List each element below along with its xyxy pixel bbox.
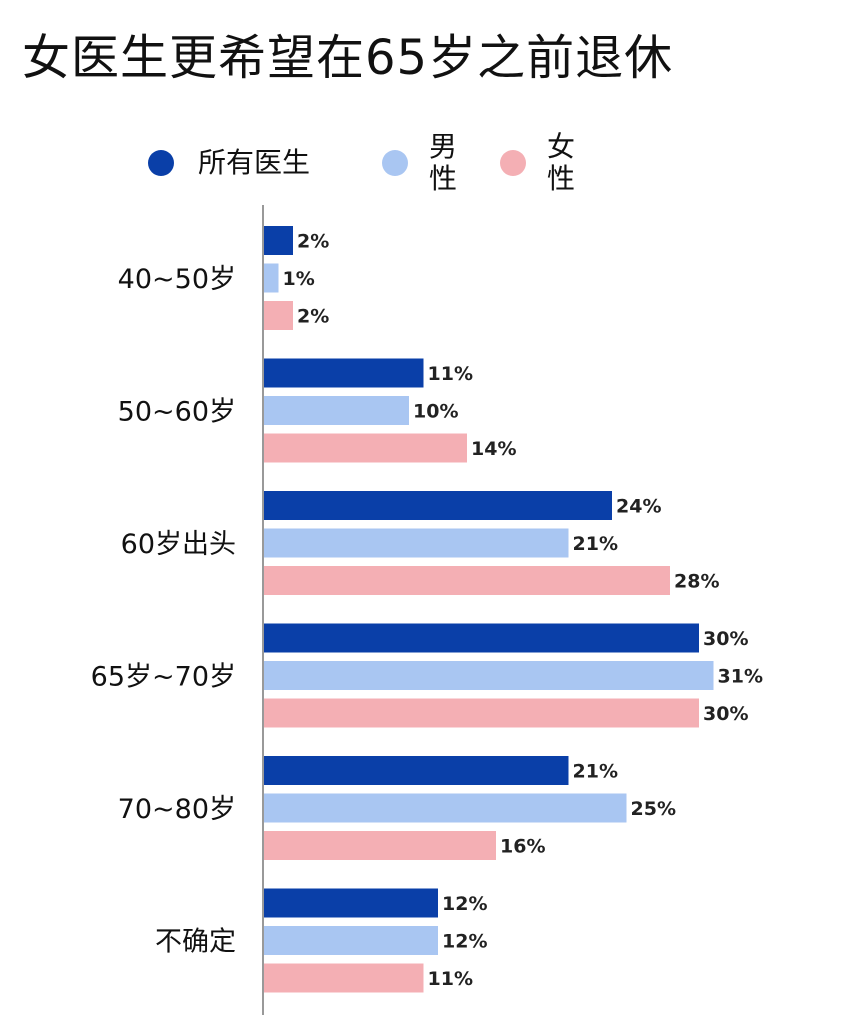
legend-item-male: 男性	[382, 128, 460, 198]
bar-female	[264, 301, 293, 330]
bar-female	[264, 831, 496, 860]
bar-male	[264, 528, 569, 558]
bar-male	[264, 793, 627, 823]
data-label-female: 28%	[674, 571, 719, 593]
data-label-female: 14%	[471, 438, 516, 460]
data-label-male: 25%	[631, 798, 676, 820]
data-label-all-doctors: 11%	[428, 363, 473, 385]
legend-item-all-doctors: 所有医生	[148, 128, 310, 198]
data-label-all-doctors: 24%	[616, 496, 661, 518]
data-label-female: 30%	[703, 703, 748, 725]
bar-all-doctors	[264, 226, 293, 255]
bar-all-doctors	[264, 756, 569, 785]
legend-label-male: 男性	[428, 130, 457, 195]
bar-all-doctors	[264, 623, 699, 653]
data-label-male: 12%	[442, 931, 487, 953]
bar-female	[264, 566, 670, 595]
category-label: 40~50岁	[118, 264, 236, 295]
category-label: 不确定	[155, 927, 236, 958]
legend-swatch-male	[382, 150, 408, 176]
data-label-female: 11%	[428, 968, 473, 990]
data-label-male: 10%	[413, 401, 458, 423]
legend-item-female: 女性	[500, 128, 578, 198]
legend-swatch-female	[500, 150, 526, 176]
bar-female	[264, 698, 699, 728]
data-label-all-doctors: 2%	[297, 231, 329, 253]
bar-all-doctors	[264, 888, 438, 918]
category-label: 70~80岁	[118, 794, 236, 825]
category-label: 65岁~70岁	[91, 662, 236, 693]
legend: 所有医生 男性 女性	[0, 128, 859, 198]
bar-male	[264, 926, 438, 955]
data-label-female: 2%	[297, 306, 329, 328]
bar-male	[264, 661, 714, 690]
data-label-all-doctors: 30%	[703, 628, 748, 650]
data-label-male: 1%	[283, 268, 315, 290]
bar-female	[264, 433, 467, 463]
bar-all-doctors	[264, 491, 612, 520]
bar-female	[264, 963, 424, 993]
category-label: 50~60岁	[118, 397, 236, 428]
data-label-male: 31%	[718, 666, 763, 688]
legend-label-all-doctors: 所有医生	[198, 146, 311, 179]
data-label-female: 16%	[500, 836, 545, 858]
category-label: 60岁出头	[121, 529, 236, 560]
data-label-male: 21%	[573, 533, 618, 555]
legend-swatch-all-doctors	[148, 150, 174, 176]
data-label-all-doctors: 21%	[573, 761, 618, 783]
legend-label-female: 女性	[546, 130, 575, 195]
bar-all-doctors	[264, 358, 424, 388]
bar-male	[264, 396, 409, 425]
chart-title: 女医生更希望在65岁之前退休	[22, 30, 674, 86]
bar-male	[264, 263, 279, 293]
data-label-all-doctors: 12%	[442, 893, 487, 915]
